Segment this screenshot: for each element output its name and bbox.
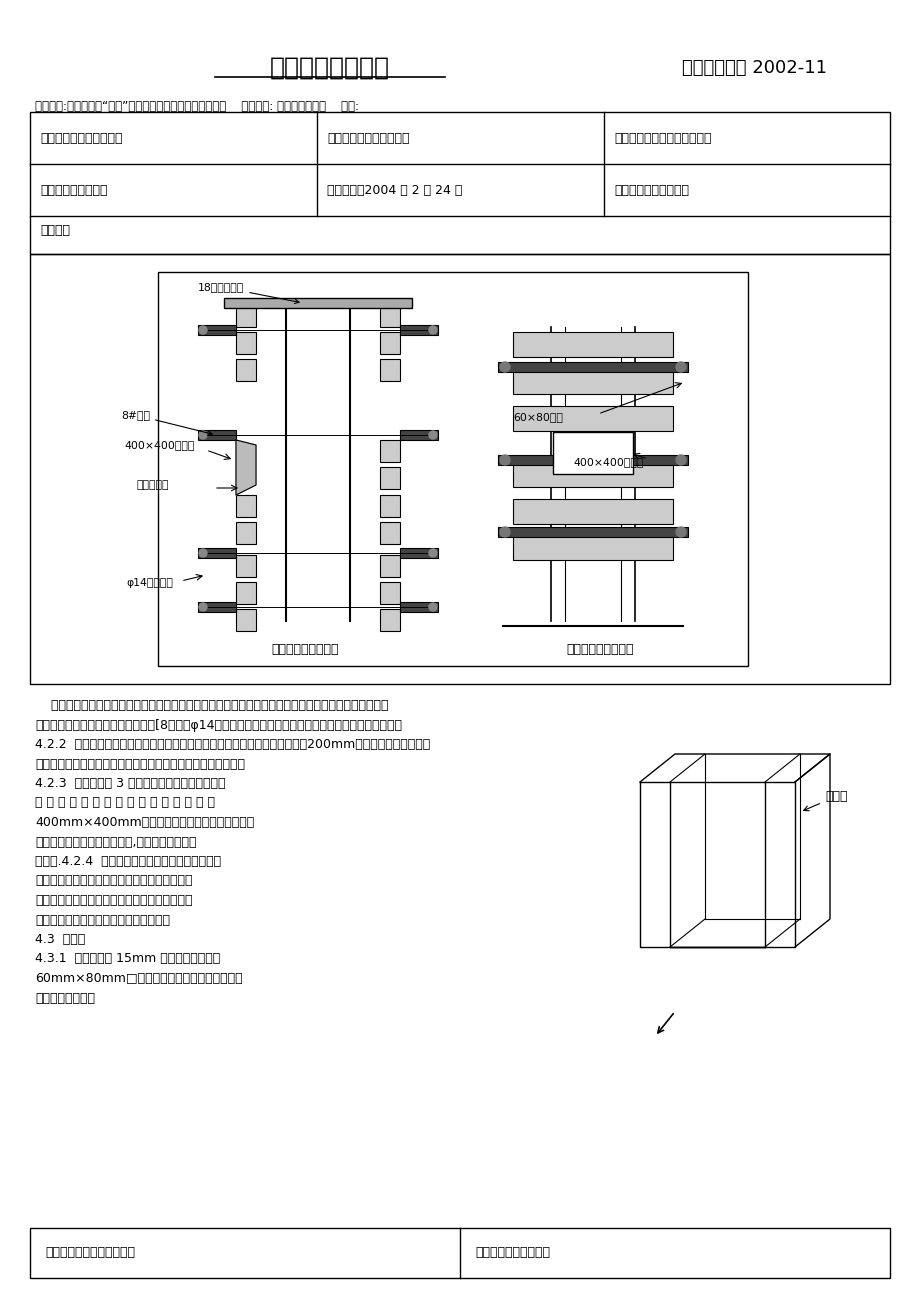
- Bar: [380, 332, 400, 354]
- Bar: [158, 272, 747, 667]
- Bar: [380, 495, 400, 517]
- Bar: [236, 555, 255, 577]
- Circle shape: [675, 454, 686, 465]
- Text: 村口挡: 村口挡: [803, 790, 846, 811]
- Bar: [236, 582, 255, 604]
- Bar: [513, 499, 673, 523]
- Text: 施工班组接受人签字：: 施工班组接受人签字：: [474, 1246, 550, 1259]
- Text: φ14对拉螺杆: φ14对拉螺杆: [126, 578, 173, 589]
- Text: 4.3  棁模板: 4.3 棁模板: [35, 934, 85, 947]
- Text: 项目专业施工员：聂润余: 项目专业施工员：聂润余: [326, 132, 409, 145]
- Text: 柱子钓筋绑扎完毕后，在柱子的立筋上套上环形塑料垫块，接头位置混凝土凿毛，用钓丝刷冲洗干净，: 柱子钓筋绑扎完毕后，在柱子的立筋上套上环形塑料垫块，接头位置混凝土凿毛，用钓丝刷…: [35, 699, 388, 712]
- Circle shape: [499, 454, 509, 465]
- Bar: [236, 522, 255, 544]
- Bar: [30, 1228, 889, 1279]
- Bar: [198, 548, 236, 559]
- Bar: [380, 305, 400, 327]
- Text: 湘质监统编施 2002-11: 湘质监统编施 2002-11: [682, 59, 826, 77]
- Text: 混凝土浇筑孔正面图: 混凝土浇筑孔正面图: [566, 643, 633, 656]
- Text: 4.2.3  沿着柱子每 3 米要留混凝土浇筑孔，以避免: 4.2.3 沿着柱子每 3 米要留混凝土浇筑孔，以避免: [35, 777, 225, 790]
- Bar: [497, 527, 687, 536]
- Bar: [380, 467, 400, 490]
- Bar: [513, 462, 673, 487]
- Text: 项目专业质量检查员：张胜全: 项目专业质量检查员：张胜全: [613, 132, 710, 145]
- Text: 交底地址：项目办公室: 交底地址：项目办公室: [613, 184, 688, 197]
- Text: 混凝土浇筑孔侧面图: 混凝土浇筑孔侧面图: [271, 643, 339, 656]
- Text: 项目技术负责人：王志新: 项目技术负责人：王志新: [40, 132, 122, 145]
- Bar: [198, 326, 236, 335]
- Bar: [380, 555, 400, 577]
- Bar: [30, 112, 889, 254]
- Bar: [380, 582, 400, 604]
- Text: 8#槽钔: 8#槽钔: [121, 410, 212, 435]
- Bar: [513, 332, 673, 357]
- Text: 400mm×400mm，灌柱土浇筑完一层后马上封闭好: 400mm×400mm，灌柱土浇筑完一层后马上封闭好: [35, 816, 254, 829]
- Bar: [400, 430, 437, 440]
- Bar: [400, 326, 437, 335]
- Circle shape: [428, 431, 437, 439]
- Circle shape: [675, 527, 686, 536]
- Bar: [236, 359, 255, 381]
- Bar: [30, 254, 889, 684]
- Circle shape: [675, 362, 686, 372]
- Bar: [513, 535, 673, 560]
- Bar: [236, 609, 255, 631]
- Bar: [236, 332, 255, 354]
- Text: 4.2.2  在配置柱子模板时在柱子底部的一边留出清扫洞口，清扫洞口的高度为200mm，待柱子模板校正好后: 4.2.2 在配置柱子模板时在柱子底部的一边留出清扫洞口，清扫洞口的高度为200…: [35, 738, 430, 751]
- Bar: [380, 609, 400, 631]
- Bar: [380, 359, 400, 381]
- Text: 缺口边的距离即为棁侧板及底板的厚度。: 缺口边的距离即为棁侧板及底板的厚度。: [35, 914, 170, 927]
- Bar: [198, 430, 236, 440]
- Text: 浇筑孔接着浇筑上一层混凝土,浇筑孔的留置方法: 浇筑孔接着浇筑上一层混凝土,浇筑孔的留置方法: [35, 836, 197, 849]
- Bar: [236, 305, 255, 327]
- Text: 工程名称:长沙卷烟厂“十五”技术改造项目一期工程动力中心    施工单位: 中建五局三公司    编号:: 工程名称:长沙卷烟厂“十五”技术改造项目一期工程动力中心 施工单位: 中建五局三…: [35, 100, 358, 113]
- Text: 把事先配置好的柱子模板拼装上，用[8槽钔加φ14加工成型的螺杆初步固定好，用线锤或经纬仪校正调直。: 把事先配置好的柱子模板拼装上，用[8槽钔加φ14加工成型的螺杆初步固定好，用线锤…: [35, 719, 402, 732]
- Bar: [552, 432, 632, 474]
- Circle shape: [428, 326, 437, 335]
- Circle shape: [499, 527, 509, 536]
- Circle shape: [199, 549, 207, 557]
- Text: 孔口斜挡板: 孔口斜挡板: [136, 480, 168, 490]
- Text: 施工单位技术交底人签字：: 施工单位技术交底人签字：: [45, 1246, 135, 1259]
- Circle shape: [199, 603, 207, 611]
- Bar: [380, 440, 400, 462]
- Bar: [513, 368, 673, 395]
- Text: 18厘木胶合板: 18厘木胶合板: [198, 283, 299, 303]
- Bar: [400, 548, 437, 559]
- Bar: [497, 454, 687, 465]
- Text: 于钓管脚手架上，: 于钓管脚手架上，: [35, 992, 95, 1005]
- Polygon shape: [236, 440, 255, 495]
- Text: 口尺寸为棁的截面尺寸（棁高以扣除平板厚度计: 口尺寸为棁的截面尺寸（棁高以扣除平板厚度计: [35, 875, 192, 888]
- Bar: [513, 406, 673, 431]
- Text: 算），并在缺口两侧及底钉上村口挡，村口挡离: 算），并在缺口两侧及底钉上村口挡，村口挡离: [35, 894, 192, 907]
- Text: 60×80木枹: 60×80木枹: [513, 411, 562, 422]
- Text: 400×400浇筑孔: 400×400浇筑孔: [573, 457, 642, 467]
- Bar: [380, 522, 400, 544]
- Bar: [198, 602, 236, 612]
- Circle shape: [199, 431, 207, 439]
- Bar: [400, 602, 437, 612]
- Circle shape: [428, 549, 437, 557]
- Circle shape: [499, 362, 509, 372]
- Text: 专业班组长：陈雄怀: 专业班组长：陈雄怀: [40, 184, 108, 197]
- Text: 施工技术交底记录: 施工技术交底记录: [269, 56, 390, 79]
- Bar: [236, 495, 255, 517]
- Text: 见上图.4.2.4  柱顶与棁交界处，要留出棁缺口，缺: 见上图.4.2.4 柱顶与棁交界处，要留出棁缺口，缺: [35, 855, 221, 868]
- Text: 60mm×80mm□木方沿棁长布置的搞棹，搞棹铺: 60mm×80mm□木方沿棁长布置的搞棹，搞棹铺: [35, 973, 243, 986]
- Circle shape: [199, 326, 207, 335]
- Text: 用水把积在柱子底部的木屑、灰尘等冲洗干净，然后封上模板。: 用水把积在柱子底部的木屑、灰尘等冲洗干净，然后封上模板。: [35, 758, 244, 771]
- Text: 400×400浇筑孔: 400×400浇筑孔: [124, 440, 194, 450]
- Bar: [497, 362, 687, 372]
- Bar: [223, 298, 412, 309]
- Text: 4.3.1  棁底模采用 15mm 厚木胶合板，下垫: 4.3.1 棁底模采用 15mm 厚木胶合板，下垫: [35, 953, 220, 966]
- Text: 交底时间：2004 年 2 月 24 日: 交底时间：2004 年 2 月 24 日: [326, 184, 462, 197]
- Text: 交底内容: 交底内容: [40, 224, 70, 237]
- Circle shape: [428, 603, 437, 611]
- Text: 浇 筑 的 混 凝 土 离 析 。 浇 筑 孔 的 大 小 为: 浇 筑 的 混 凝 土 离 析 。 浇 筑 孔 的 大 小 为: [35, 797, 215, 810]
